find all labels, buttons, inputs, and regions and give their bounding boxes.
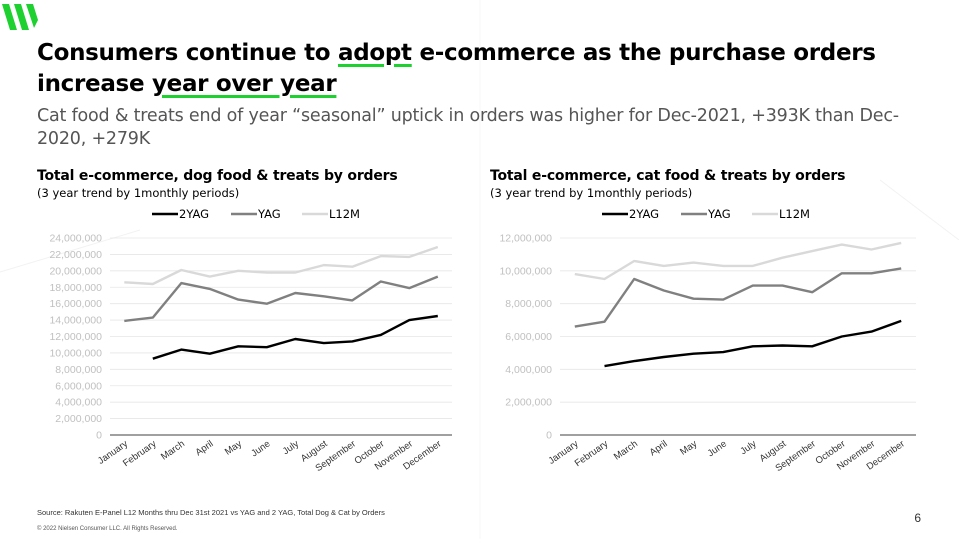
y-tick-label: 0 [96,430,102,442]
headline-text-1: Consumers continue to [37,40,338,66]
y-tick-label: 2,000,000 [55,413,102,425]
y-tick-label: 6,000,000 [505,331,552,343]
y-tick-label: 4,000,000 [55,397,102,409]
headline-highlight-yoy: year over year [151,71,337,97]
legend-label-yag: YAG [257,207,281,221]
y-tick-label: 6,000,000 [55,380,102,392]
x-tick-label: April [648,438,670,458]
headline-text-2: e-commerce as the purchase orders increa… [37,40,876,97]
y-tick-label: 0 [546,430,552,442]
page-subtitle: Cat food & treats end of year “seasonal”… [37,106,899,149]
y-tick-label: 8,000,000 [505,298,552,310]
y-tick-label: 12,000,000 [499,233,552,245]
copyright-note: © 2022 Nielsen Consumer LLC. All Rights … [37,526,178,532]
series-line-2yag [604,319,902,368]
brand-logo-icon [2,4,38,30]
series-line-yag [574,267,902,328]
y-tick-label: 4,000,000 [505,364,552,376]
x-tick-label: March [159,438,187,462]
y-tick-label: 10,000,000 [499,265,552,277]
y-tick-label: 24,000,000 [49,233,102,245]
legend-label-l12m: L12M [779,207,810,221]
x-tick-label: February [573,438,611,469]
legend-label-yag: YAG [707,207,731,221]
y-tick-label: 14,000,000 [49,315,102,327]
x-tick-label: June [706,438,729,459]
y-tick-label: 22,000,000 [49,249,102,261]
y-tick-label: 12,000,000 [49,331,102,343]
y-tick-label: 18,000,000 [49,282,102,294]
dog-chart-subtitle: (3 year trend by 1monthly periods) [37,186,240,200]
series-line-yag [124,275,439,323]
series-line-2yag [152,314,438,360]
y-tick-label: 10,000,000 [49,347,102,359]
y-tick-label: 8,000,000 [55,364,102,376]
x-tick-label: June [249,438,272,459]
legend-label-l12m: L12M [329,207,360,221]
headline-highlight-adopt: adopt [337,40,412,66]
series-line-l12m [124,245,439,286]
page-title: Consumers continue to adopt e-commerce a… [37,38,937,100]
x-tick-label: May [223,438,244,457]
cat-chart-title: Total e-commerce, cat food & treats by o… [490,168,846,184]
page-number: 6 [914,511,921,525]
dog-chart: 0 2,000,000 4,000,000 6,000,000 8,000,000 10,… [49,207,452,474]
cat-chart: 0 2,000,000 4,000,000 6,000,000 8,000,000 10,… [499,207,916,474]
source-note: Source: Rakuten E-Panel L12 Months thru … [37,508,385,517]
y-tick-label: 2,000,000 [505,397,552,409]
x-tick-label: March [612,438,640,462]
y-tick-label: 20,000,000 [49,265,102,277]
x-tick-label: April [194,438,216,458]
dog-chart-title: Total e-commerce, dog food & treats by o… [37,168,398,184]
cat-chart-subtitle: (3 year trend by 1monthly periods) [490,186,693,200]
legend-label-2yag: 2YAG [629,207,659,221]
x-tick-label: July [281,438,301,457]
series-line-l12m [574,241,902,281]
x-tick-label: May [678,438,699,457]
y-tick-label: 16,000,000 [49,298,102,310]
legend-label-2yag: 2YAG [179,207,209,221]
x-tick-label: July [738,438,758,457]
